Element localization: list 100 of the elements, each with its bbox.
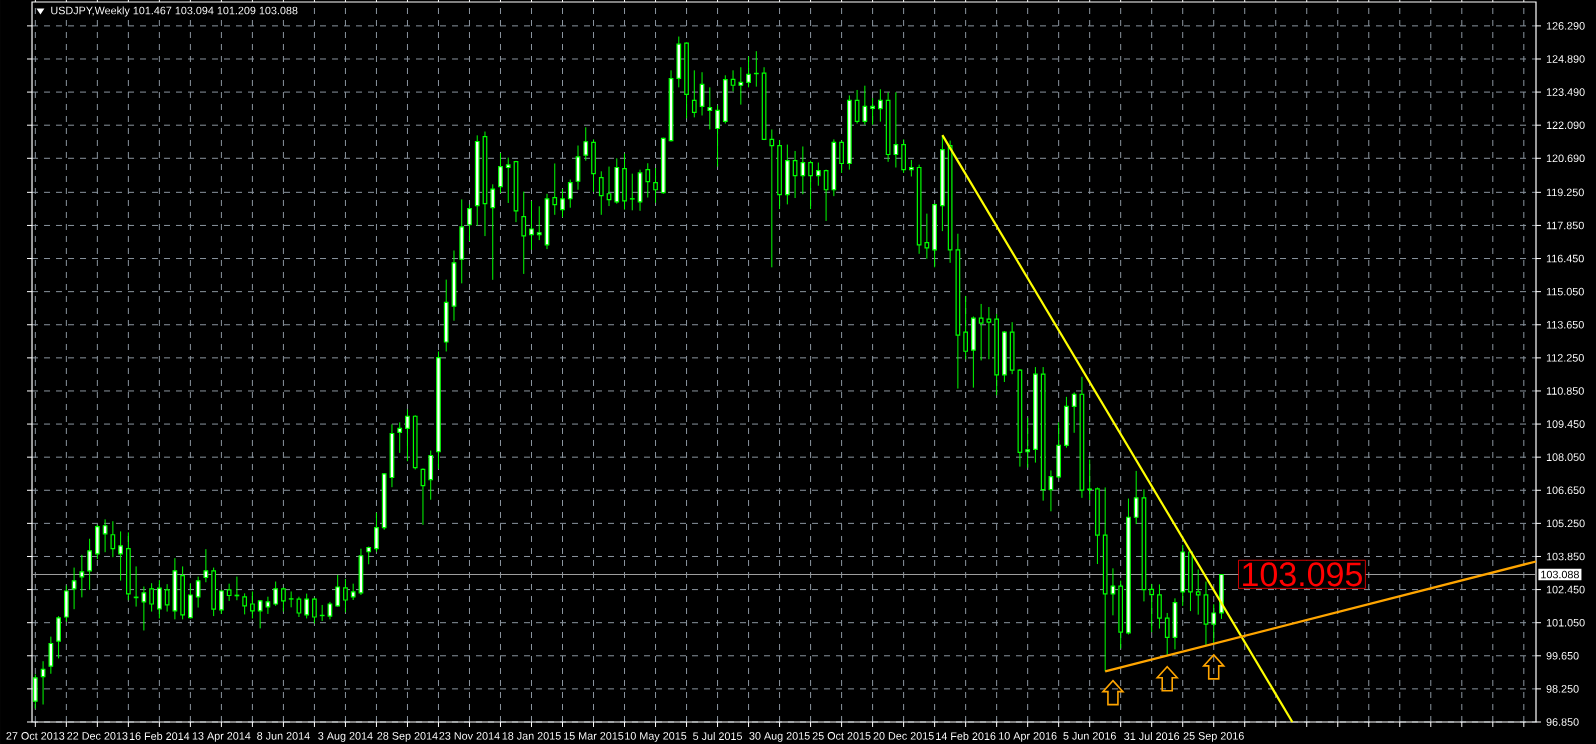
y-tick-label: 119.250 (1546, 188, 1584, 197)
y-tick-label: 120.690 (1546, 154, 1585, 163)
y-tick-label: 117.850 (1546, 221, 1584, 230)
candlestick (87, 538, 92, 591)
candlestick (870, 97, 875, 126)
x-tick-label: 23 Nov 2014 (439, 732, 500, 740)
candlestick (1087, 459, 1093, 501)
candlestick (521, 191, 527, 275)
candlestick (629, 173, 635, 211)
x-tick-label: 5 Jun 2016 (1063, 732, 1116, 740)
candlestick (118, 530, 123, 582)
candlestick (48, 636, 54, 675)
candlestick (133, 565, 139, 608)
candlestick (1149, 583, 1155, 633)
candlestick (257, 599, 263, 629)
candlestick (250, 590, 255, 619)
y-tick-label: 108.050 (1546, 453, 1585, 461)
candlestick (738, 66, 744, 106)
candlestick (374, 512, 379, 553)
x-tick-label: 3 Aug 2014 (318, 732, 373, 742)
candlestick (1071, 391, 1077, 434)
candlestick (893, 91, 899, 169)
candlestick (707, 86, 713, 130)
candlestick (343, 578, 348, 613)
y-tick-label: 96.850 (1546, 718, 1579, 726)
candlestick (242, 592, 248, 615)
candlestick (273, 581, 279, 607)
candlestick (1211, 603, 1217, 645)
x-tick-label: 28 Sep 2014 (377, 732, 438, 742)
candlestick (40, 660, 46, 705)
x-tick-label: 25 Sep 2016 (1183, 732, 1244, 742)
x-tick-label: 10 Apr 2016 (999, 732, 1057, 742)
candlestick (195, 576, 201, 609)
candlestick (164, 583, 170, 613)
chart-title: USDJPY,Weekly 101.467 103.094 101.209 103.088 (51, 6, 298, 17)
x-tick-label: 14 Feb 2016 (936, 732, 996, 740)
y-tick-label: 98.250 (1546, 685, 1579, 693)
y-tick-label: 103.850 (1546, 552, 1585, 561)
candlestick (1195, 568, 1201, 616)
candlestick (653, 167, 658, 204)
y-tick-label: 116.450 (1546, 254, 1584, 263)
candlestick (219, 589, 224, 615)
candlestick (567, 179, 573, 209)
candlestick (281, 586, 286, 613)
candlestick (963, 295, 969, 360)
candlestick (691, 69, 697, 118)
candlestick (536, 205, 542, 241)
y-tick-label: 112.250 (1546, 354, 1584, 362)
candlestick (265, 596, 271, 615)
candlestick (645, 162, 651, 199)
candlestick (1048, 469, 1054, 512)
candlestick (226, 583, 232, 602)
candlestick (188, 582, 193, 619)
candlestick (583, 126, 589, 162)
x-tick-label: 18 Jan 2015 (502, 732, 561, 740)
candlestick (312, 597, 317, 624)
candlestick (808, 160, 813, 210)
candlestick (505, 157, 511, 204)
y-tick-label: 105.250 (1546, 519, 1585, 528)
candlestick (405, 408, 410, 462)
candlestick (319, 604, 325, 622)
x-tick-label: 10 May 2015 (625, 732, 687, 742)
x-tick-label: 15 Mar 2015 (564, 732, 624, 740)
candlestick (552, 163, 558, 216)
candlestick (854, 89, 860, 125)
annotation: 103.095 (1243, 562, 1362, 587)
candlestick (924, 213, 930, 260)
candlestick (149, 582, 154, 613)
candlestick (102, 518, 108, 553)
y-tick-label: 109.450 (1546, 420, 1585, 428)
y-tick-label: 123.490 (1546, 88, 1585, 96)
candlestick (862, 85, 868, 126)
candlestick (753, 50, 759, 88)
candlestick (800, 145, 806, 195)
candlestick (296, 596, 302, 618)
candlestick (1025, 417, 1031, 469)
candlestick (56, 615, 61, 659)
x-tick-label: 31 Jul 2016 (1124, 732, 1180, 740)
candlestick (1157, 583, 1162, 630)
candlestick (141, 586, 147, 631)
candlestick (79, 554, 85, 598)
candlestick (746, 56, 751, 88)
candlestick (157, 579, 162, 619)
y-tick-label: 124.890 (1546, 55, 1585, 63)
y-tick-label: 126.290 (1546, 22, 1585, 30)
x-tick-label: 20 Dec 2015 (873, 732, 934, 740)
x-tick-label: 16 Feb 2014 (129, 732, 190, 740)
x-tick-label: 8 Jun 2014 (257, 732, 310, 740)
candlestick (792, 150, 798, 199)
candlestick (986, 306, 992, 360)
y-tick-label: 102.450 (1546, 585, 1585, 594)
candlestick (304, 593, 310, 619)
x-tick-label: 25 Oct 2015 (812, 732, 871, 740)
candlestick (823, 169, 829, 222)
candlestick (978, 303, 984, 361)
y-tick-label: 113.650 (1546, 320, 1584, 329)
y-tick-label: 122.090 (1546, 121, 1585, 129)
candlestick (71, 567, 77, 610)
x-tick-label: 22 Dec 2013 (67, 732, 128, 740)
y-tick-label: 106.650 (1546, 486, 1585, 495)
